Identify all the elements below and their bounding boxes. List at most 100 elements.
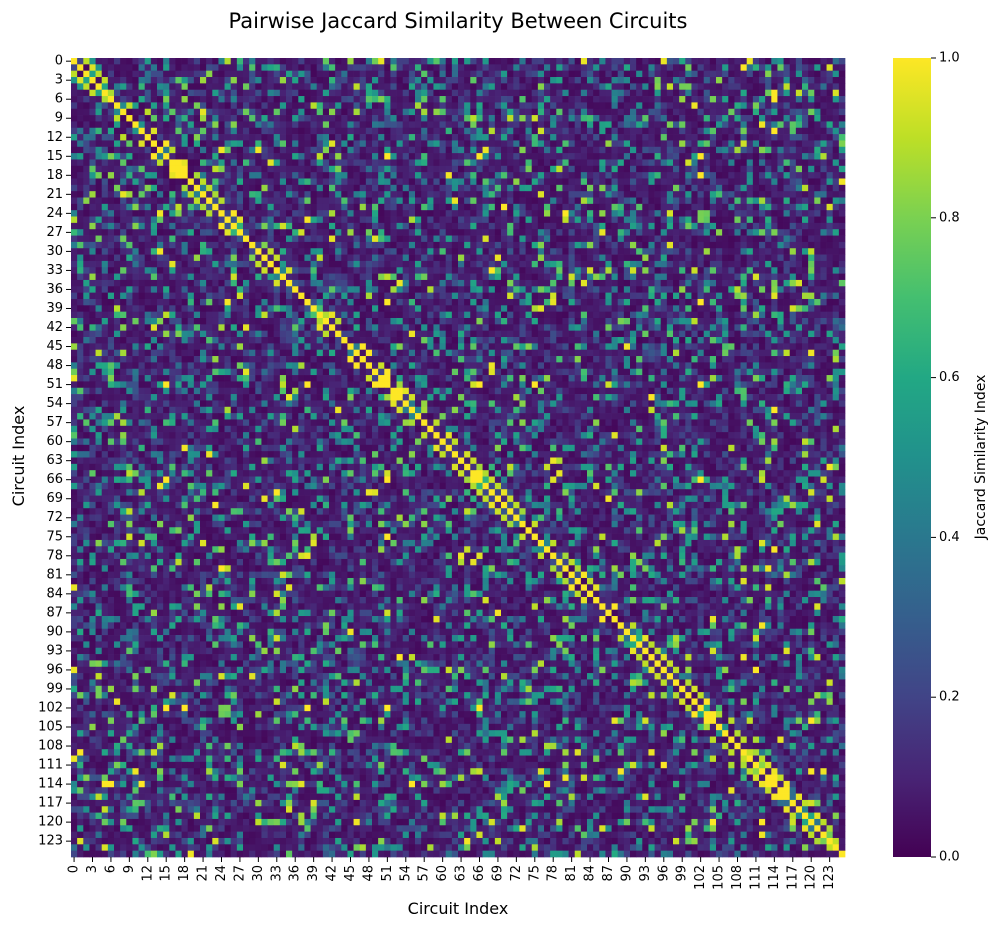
heatmap-cell [126,159,133,167]
heatmap-cell [261,222,268,230]
heatmap-cell [304,260,311,268]
heatmap-cell [132,58,139,65]
heatmap-cell [206,64,213,72]
heatmap-cell [163,241,170,249]
heatmap-cell [746,292,754,300]
heatmap-cell [236,279,244,287]
heatmap-cell [249,222,256,230]
heatmap-cell [451,210,459,217]
heatmap-cell [519,165,526,173]
heatmap-cell [396,165,404,173]
heatmap-cell [832,191,840,198]
heatmap-cell [666,172,674,179]
heatmap-cell [224,279,232,287]
heatmap-cell [783,203,791,211]
heatmap-cell [77,140,84,148]
heatmap-cell [378,153,385,160]
heatmap-cell [101,184,109,192]
heatmap-cell [187,77,195,84]
heatmap-cell [120,184,127,192]
heatmap-cell [531,121,539,129]
heatmap-cell [519,96,526,103]
heatmap-cell [212,216,219,224]
heatmap-cell [488,108,496,116]
heatmap-cell [630,134,637,141]
heatmap-cell [292,235,299,243]
heatmap-cell [617,121,625,129]
heatmap-cell [163,134,170,141]
heatmap-cell [531,153,539,160]
heatmap-cell [347,115,354,122]
heatmap-cell [243,159,250,167]
heatmap-cell [832,127,840,135]
heatmap-cell [396,134,404,141]
heatmap-cell [335,102,342,110]
heatmap-cell [341,273,348,281]
heatmap-cell [666,292,674,300]
heatmap-cell [310,305,318,312]
heatmap-cell [587,153,594,160]
heatmap-cell [513,273,520,281]
heatmap-cell [329,184,336,192]
heatmap-cell [163,229,170,236]
heatmap-cell [77,254,84,262]
heatmap-cell [187,58,195,65]
heatmap-cell [415,115,422,122]
heatmap-cell [273,159,281,167]
heatmap-cell [531,229,539,236]
heatmap-cell [691,77,698,84]
heatmap-cell [243,102,250,110]
heatmap-cell [378,115,385,122]
heatmap-cell [654,64,662,72]
heatmap-cell [685,159,692,167]
heatmap-cell [759,216,766,224]
heatmap-cell [169,172,176,179]
heatmap-cell [777,197,784,205]
heatmap-cell [298,235,305,243]
heatmap-cell [752,165,760,173]
heatmap-cell [322,279,330,287]
heatmap-cell [599,222,606,230]
heatmap-cell [703,165,711,173]
heatmap-cell [476,216,483,224]
heatmap-cell [95,286,103,293]
heatmap-cell [783,273,791,281]
heatmap-cell [322,83,330,91]
heatmap-cell [212,121,219,129]
heatmap-cell [169,305,176,312]
heatmap-cell [777,286,784,293]
heatmap-cell [445,134,453,141]
heatmap-cell [642,279,649,287]
heatmap-cell [347,292,354,300]
heatmap-cell [273,184,281,192]
heatmap-cell [513,64,520,72]
heatmap-cell [697,96,705,103]
heatmap-cell [691,115,698,122]
heatmap-cell [292,70,299,78]
heatmap-cell [476,134,483,141]
heatmap-cell [236,248,244,255]
heatmap-cell [329,146,336,154]
heatmap-cell [402,254,410,262]
heatmap-cell [648,134,655,141]
heatmap-cell [384,267,391,274]
heatmap-cell [353,108,361,116]
heatmap-cell [402,203,410,211]
heatmap-cell [513,115,520,122]
heatmap-cell [427,108,434,116]
heatmap-cell [814,121,821,129]
heatmap-cell [525,241,533,249]
heatmap-cell [464,298,471,306]
heatmap-cell [679,184,686,192]
heatmap-cell [71,64,78,72]
heatmap-cell [114,298,121,306]
heatmap-cell [513,298,520,306]
heatmap-cell [451,96,459,103]
heatmap-cell [292,96,299,103]
heatmap-cell [415,222,422,230]
heatmap-cell [206,70,213,78]
heatmap-cell [329,235,336,243]
heatmap-cell [107,153,115,160]
heatmap-cell [255,178,262,186]
heatmap-cell [77,89,84,97]
